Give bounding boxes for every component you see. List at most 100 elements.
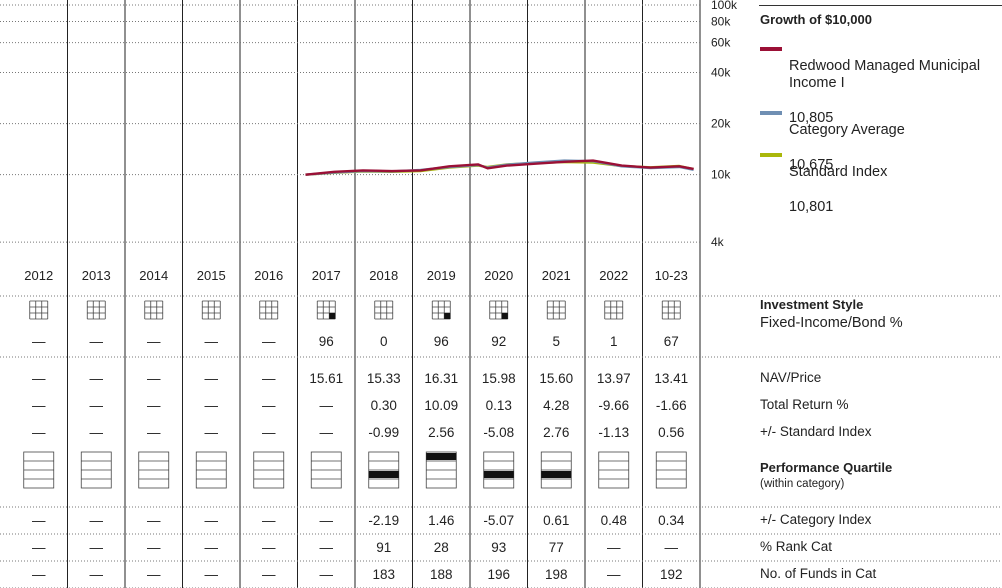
quartile-box (138, 451, 170, 489)
rank-cat-value: — (90, 540, 104, 555)
row-label-funds-in-cat: No. of Funds in Cat (760, 566, 877, 581)
funds-in-cat-value: 196 (487, 567, 510, 582)
chart-title: Growth of $10,000 (760, 12, 872, 27)
year-label: 2014 (139, 268, 168, 283)
quartile-mark (368, 471, 399, 478)
legend-label-category: Category Average (789, 121, 905, 138)
y-tick-label: 10k (711, 168, 731, 182)
y-tick-label: 4k (711, 235, 725, 249)
quartile-box (253, 451, 285, 489)
legend-value-category: 10,675 (789, 156, 834, 173)
funds-in-cat-value: — (90, 567, 104, 582)
style-box (604, 300, 624, 320)
nav-value: 13.97 (597, 371, 631, 386)
row-label-category-index: +/- Category Index (760, 512, 872, 527)
legend-value-index: 10,801 (789, 198, 834, 215)
quartile-mark (483, 471, 514, 478)
funds-in-cat-value: — (320, 567, 334, 582)
top-rule (759, 5, 1002, 6)
style-box (144, 300, 164, 320)
legend-label-fund: Redwood Managed Municipal Income I (789, 57, 981, 92)
category-index-value: — (147, 513, 161, 528)
total-return-value: — (147, 398, 161, 413)
rank-cat-value: — (205, 540, 219, 555)
category-index-value: -2.19 (368, 513, 399, 528)
category-index-value: — (90, 513, 104, 528)
rank-cat-value: — (320, 540, 334, 555)
year-labels: 2012 2013 2014 2015 2016 2017 2018 2019 2020 2021… (24, 268, 688, 283)
quartile-box (195, 451, 227, 489)
fixed-income-value: — (32, 334, 46, 349)
style-box-mark (444, 313, 451, 319)
category-index-value: 0.61 (543, 513, 569, 528)
fixed-income-label: Fixed-Income/Bond % (760, 315, 903, 331)
funds-in-cat-value: — (607, 567, 621, 582)
year-label: 2017 (312, 268, 341, 283)
standard-index-value: 0.56 (658, 425, 684, 440)
legend-item-category: Category Average 10,675 (760, 104, 1000, 173)
style-box (489, 300, 509, 320)
y-tick-label: 40k (711, 66, 731, 80)
fixed-income-value: 96 (319, 334, 334, 349)
rank-cat-value: — (607, 540, 621, 555)
data-table: — — — — — 15.61 15.33 16.31 15.98 15.60 13.97 13.41… (32, 371, 688, 582)
rank-cat-value: — (147, 540, 161, 555)
quartile-box (655, 451, 687, 489)
style-box (374, 300, 394, 320)
funds-in-cat-value: 192 (660, 567, 683, 582)
year-label: 10-23 (655, 268, 688, 283)
nav-value: 15.60 (539, 371, 573, 386)
fixed-income-value: 1 (610, 334, 618, 349)
year-label: 2022 (599, 268, 628, 283)
y-tick-label: 20k (711, 117, 731, 131)
y-tick-label: 80k (711, 14, 731, 28)
standard-index-value: -1.13 (598, 425, 629, 440)
standard-index-value: -5.08 (483, 425, 514, 440)
style-box (661, 300, 681, 320)
nav-value: — (147, 371, 161, 386)
style-box (546, 300, 566, 320)
total-return-value: 4.28 (543, 398, 569, 413)
total-return-value: — (320, 398, 334, 413)
standard-index-value: — (32, 425, 46, 440)
standard-index-value: 2.56 (428, 425, 454, 440)
total-return-value: — (32, 398, 46, 413)
row-label-standard-index: +/- Standard Index (760, 424, 872, 439)
nav-value: — (205, 371, 219, 386)
rank-cat-value: — (262, 540, 276, 555)
year-label: 2020 (484, 268, 513, 283)
year-label: 2019 (427, 268, 456, 283)
standard-index-value: — (262, 425, 276, 440)
category-index-value: — (262, 513, 276, 528)
investment-style-label: Investment Style (760, 297, 864, 312)
category-index-value: 0.34 (658, 513, 685, 528)
funds-in-cat-value: — (262, 567, 276, 582)
quartile-box (310, 451, 342, 489)
style-box (29, 300, 49, 320)
fixed-income-value: 92 (491, 334, 506, 349)
style-box (431, 300, 451, 320)
year-label: 2021 (542, 268, 571, 283)
standard-index-value: -0.99 (368, 425, 399, 440)
quartile-boxes (23, 451, 687, 489)
category-index-value: -5.07 (483, 513, 514, 528)
rank-cat-value: 28 (434, 540, 449, 555)
year-label: 2015 (197, 268, 226, 283)
nav-value: — (90, 371, 104, 386)
rank-cat-value: 77 (549, 540, 564, 555)
fixed-income-value: 96 (434, 334, 449, 349)
funds-in-cat-value: — (147, 567, 161, 582)
category-index-value: — (32, 513, 46, 528)
standard-index-value: 2.76 (543, 425, 569, 440)
nav-value: — (262, 371, 276, 386)
legend-swatch-index (760, 153, 782, 157)
fixed-income-value: 0 (380, 334, 388, 349)
standard-index-value: — (90, 425, 104, 440)
nav-value: 16.31 (424, 371, 458, 386)
funds-in-cat-value: — (32, 567, 46, 582)
style-box-mark (329, 313, 336, 319)
total-return-value: — (90, 398, 104, 413)
style-box (259, 300, 279, 320)
